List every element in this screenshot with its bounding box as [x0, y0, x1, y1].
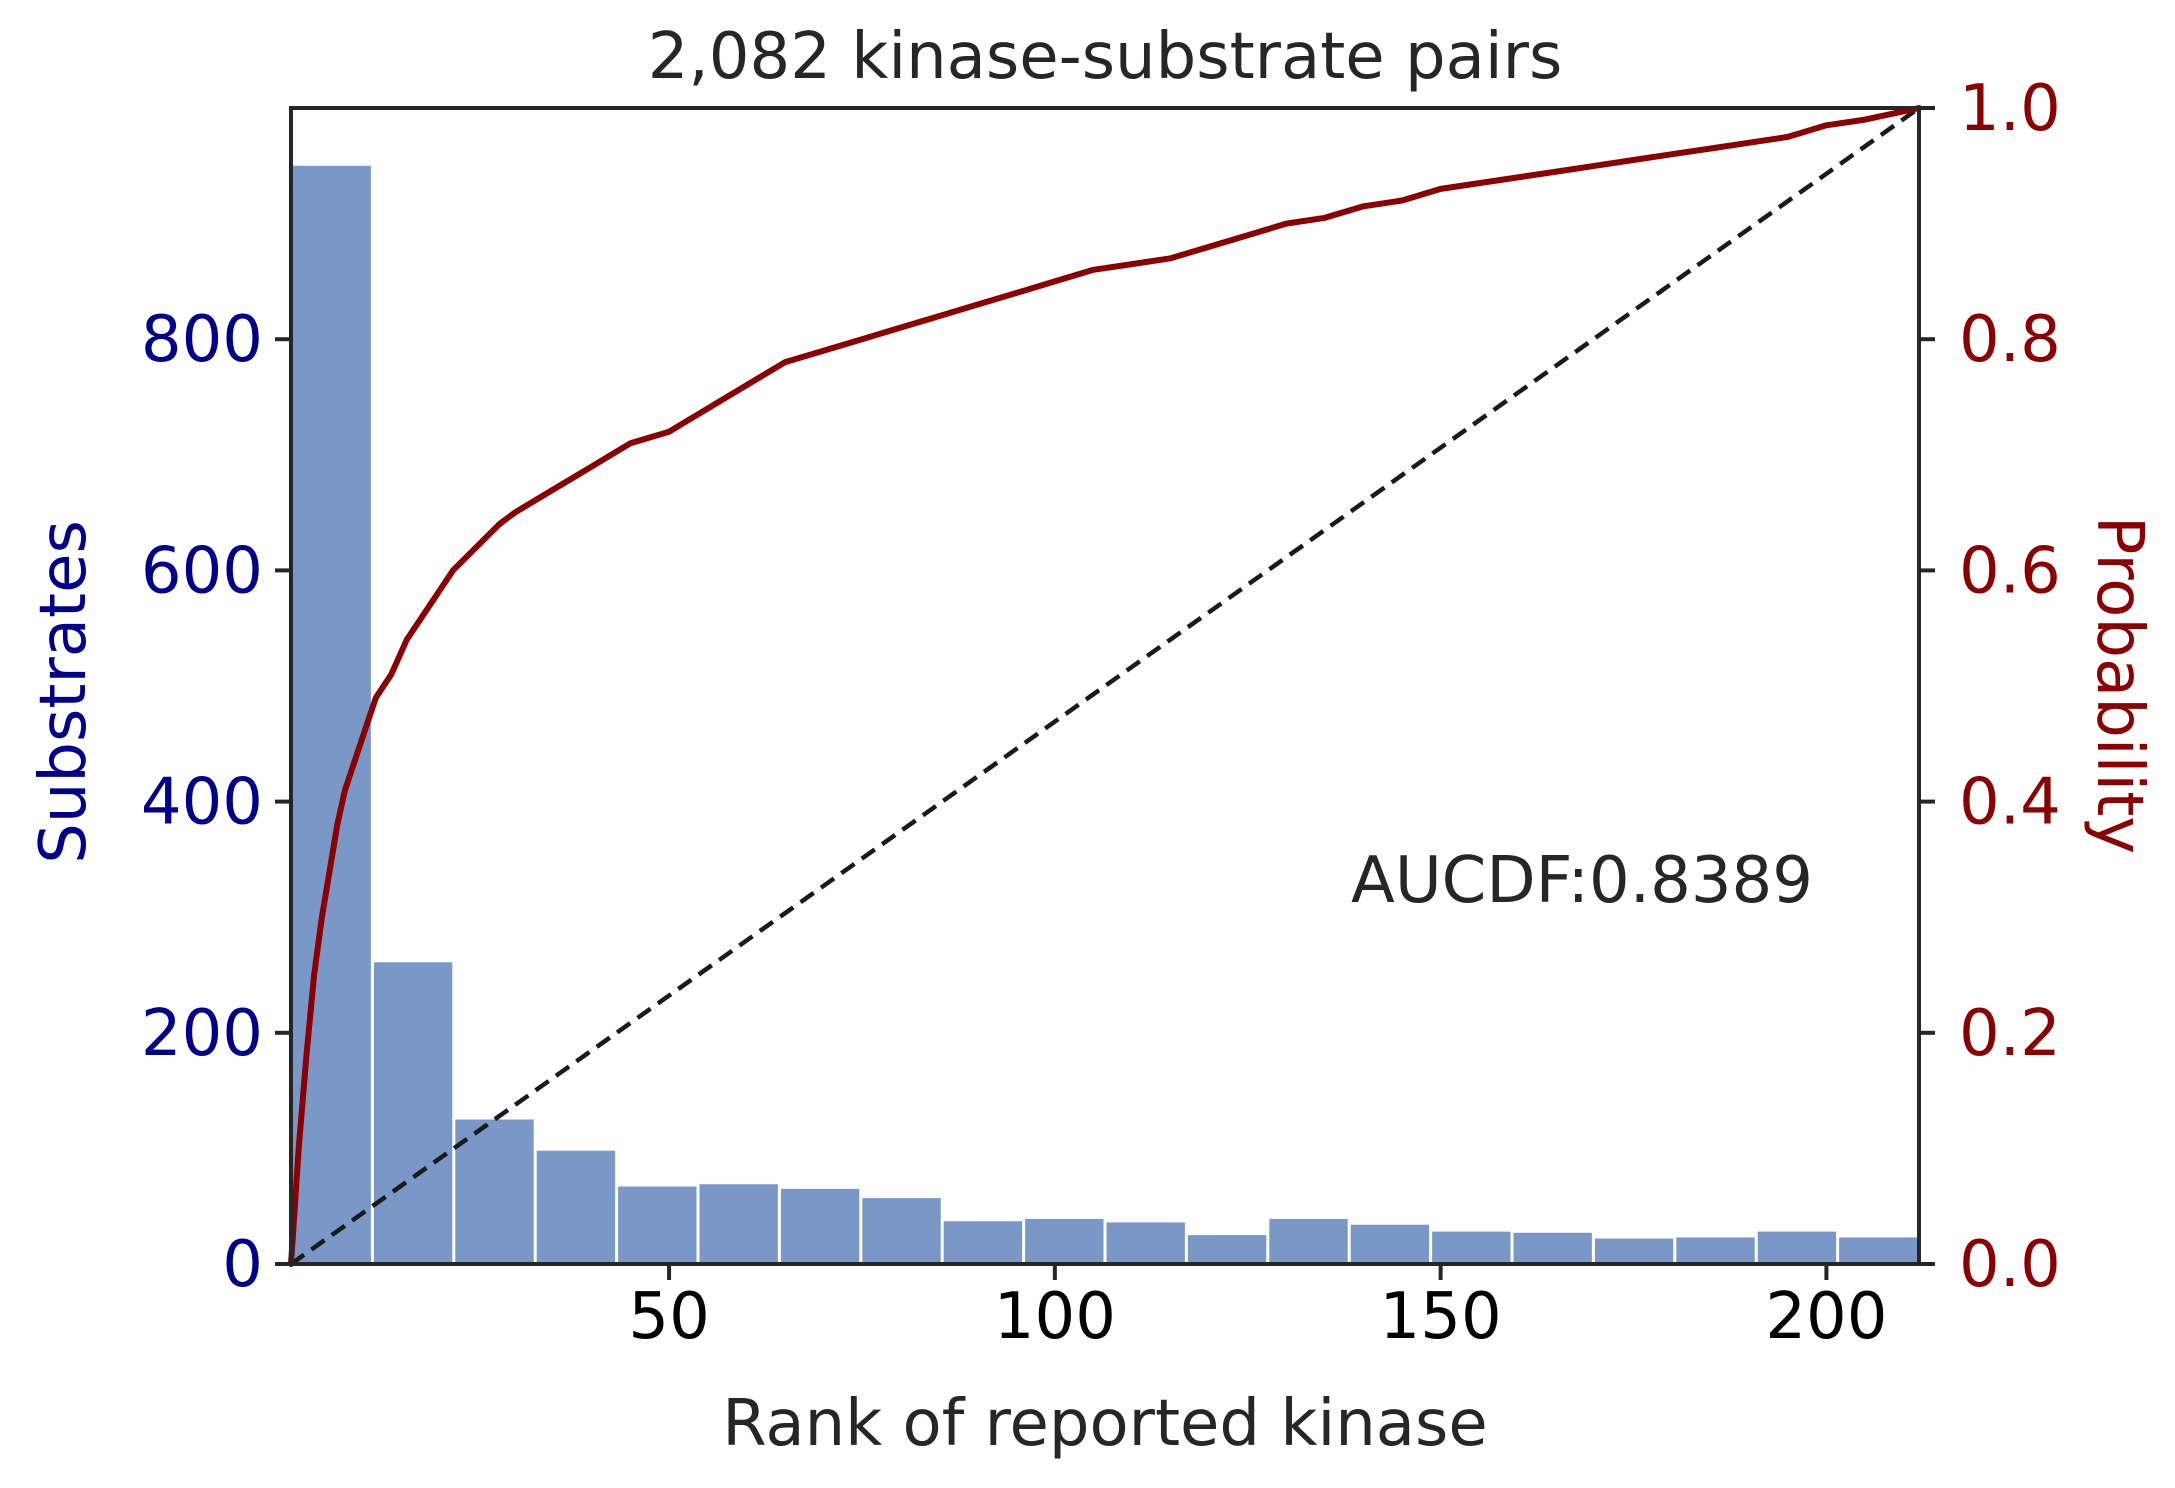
y-right-tick-label: 0.2 [1959, 997, 2061, 1071]
histogram-bars [292, 165, 1918, 1264]
histogram-bar [1839, 1237, 1918, 1264]
histogram-bar [780, 1188, 860, 1264]
y-left-tick-label: 600 [141, 534, 263, 608]
x-axis-label: Rank of reported kinase [722, 1387, 1487, 1461]
y-left-tick-label: 0 [222, 1228, 263, 1302]
histogram-bar [455, 1119, 534, 1264]
y-right-tick-label: 0.4 [1959, 766, 2061, 840]
y-axis-label-right: Probability [2082, 516, 2156, 854]
histogram-bar [1187, 1235, 1267, 1264]
ticks: 50 100 150 200 0 200 400 600 800 0.0 0.2 0.4 0.6 0.8 1… [141, 72, 2061, 1354]
cdf-line [288, 105, 1922, 1267]
y-left-tick-label: 800 [141, 303, 263, 377]
histogram-bar [1594, 1238, 1674, 1264]
histogram-bar [1432, 1231, 1511, 1264]
histogram-bar [1676, 1237, 1755, 1264]
y-left-tick-label: 200 [141, 997, 263, 1071]
y-axis-label-left: Substrates [27, 520, 101, 864]
x-tick-label: 100 [994, 1280, 1116, 1354]
histogram-bar [1269, 1218, 1348, 1264]
aucdf-annotation: AUCDF:0.8389 [1351, 844, 1813, 918]
plot-lines [288, 105, 1922, 1267]
y-right-tick-label: 1.0 [1959, 72, 2061, 146]
histogram-bar [536, 1150, 616, 1264]
y-right-tick-label: 0.0 [1959, 1228, 2061, 1302]
y-right-tick-label: 0.6 [1959, 534, 2061, 608]
histogram-bar [943, 1221, 1023, 1264]
histogram-bar [699, 1184, 778, 1264]
y-right-tick-label: 0.8 [1959, 303, 2061, 377]
histogram-bar [1025, 1218, 1104, 1264]
histogram-bar [373, 962, 453, 1264]
histogram-bar [618, 1186, 697, 1264]
y-left-tick-label: 400 [141, 766, 263, 840]
histogram-bar [1757, 1231, 1837, 1264]
x-tick-label: 200 [1765, 1280, 1887, 1354]
chart-title: 2,082 kinase-substrate pairs [648, 20, 1563, 94]
diagonal-reference-line [289, 106, 1921, 1266]
histogram-bar [862, 1198, 941, 1264]
x-tick-label: 150 [1380, 1280, 1502, 1354]
plot-frame [289, 106, 1921, 1266]
x-tick-label: 50 [628, 1280, 709, 1354]
histogram-bar [1513, 1232, 1592, 1264]
histogram-bar [1350, 1224, 1430, 1264]
axes [289, 106, 1921, 1266]
histogram-bar [1106, 1222, 1185, 1264]
